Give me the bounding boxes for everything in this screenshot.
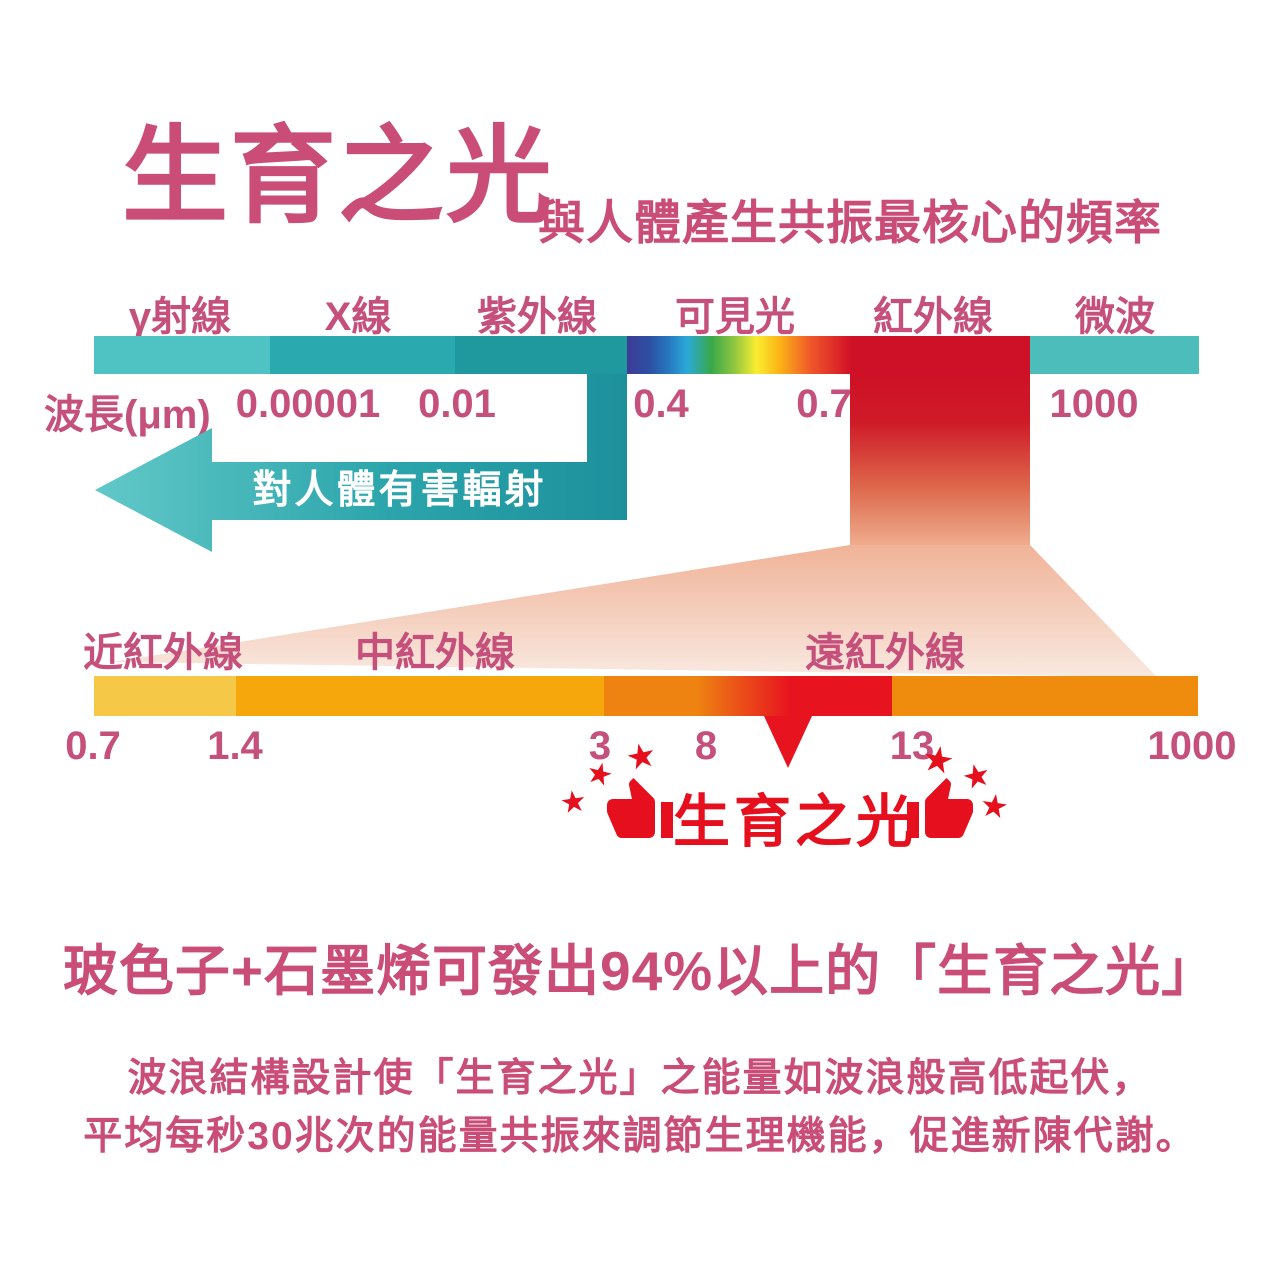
- spectrum-segment-microwave: [1030, 336, 1199, 374]
- ir-tick: 13: [889, 724, 935, 768]
- star-icon: ★: [977, 786, 1012, 826]
- ir-band-label-mid: 中紅外線: [355, 631, 515, 675]
- ir-segment-mid: [236, 676, 604, 716]
- spectrum-segment-infrared: [850, 336, 1030, 374]
- ir-segment-13-1000: [892, 676, 1198, 716]
- far-infrared-marker-triangle: [764, 716, 812, 768]
- spectrum-segment-visible: [627, 336, 850, 374]
- star-icon: ★: [918, 736, 958, 783]
- ir-tick: 0.7: [65, 724, 121, 768]
- star-icon: ★: [557, 784, 590, 821]
- ir-tick: 8: [694, 724, 718, 768]
- ir-segment-far-red: [697, 676, 892, 716]
- page-subtitle: 與人體產生共振最核心的頻率: [538, 196, 1162, 249]
- footer-line-1: 波浪結構設計使「生育之光」之能量如波浪般高低起伏，: [127, 1057, 1153, 1100]
- wavelength-tick: 0.4: [633, 382, 689, 426]
- spectrum-segment-xray: [270, 336, 455, 374]
- ir-segment-near: [94, 676, 236, 716]
- harmful-radiation-label: 對人體有害輻射: [252, 469, 547, 512]
- spectrum-segment-gamma: [94, 336, 270, 374]
- ir-tick: 3: [588, 724, 612, 768]
- band-label-visible: 可見光: [675, 295, 795, 339]
- wavelength-axis-label: 波長(μm): [44, 393, 211, 437]
- wavelength-tick: 0.01: [418, 382, 496, 426]
- band-label-infrared: 紅外線: [873, 295, 993, 339]
- band-label-microwave: 微波: [1075, 295, 1155, 339]
- spectrum-segment-uv: [455, 336, 627, 374]
- wavelength-tick: 0.00001: [235, 382, 381, 426]
- band-label-uv: 紫外線: [477, 295, 597, 339]
- ir-tick: 1.4: [207, 724, 263, 768]
- ir-band-label-far: 遠紅外線: [805, 631, 965, 675]
- star-icon: ★: [622, 735, 661, 779]
- wavelength-tick: 1000: [1049, 382, 1139, 426]
- ir-segment-3-8: [604, 676, 697, 716]
- fertility-light-badge-label: 生育之光: [673, 790, 917, 854]
- ir-tick: 1000: [1147, 724, 1237, 768]
- harmful-radiation-arrow: [95, 374, 627, 552]
- wavelength-tick: 0.7: [796, 382, 852, 426]
- ir-band-label-near: 近紅外線: [83, 631, 243, 675]
- thumbs-up-icon: [607, 778, 673, 838]
- footer-headline: 玻色子+石墨烯可發出94%以上的「生育之光」: [62, 940, 1218, 1002]
- thumbs-up-icon: [907, 778, 973, 838]
- footer-paragraph: 波浪結構設計使「生育之光」之能量如波浪般高低起伏， 平均每秒30兆次的能量共振來…: [0, 1050, 1280, 1166]
- band-label-gamma: γ射線: [128, 295, 232, 339]
- band-label-xray: X線: [324, 295, 392, 339]
- footer-line-2: 平均每秒30兆次的能量共振來調節生理機能，促進新陳代謝。: [83, 1115, 1197, 1158]
- infrared-highlight-column: [850, 374, 1030, 545]
- page-title: 生育之光: [122, 118, 554, 236]
- infrared-funnel: [113, 545, 1157, 677]
